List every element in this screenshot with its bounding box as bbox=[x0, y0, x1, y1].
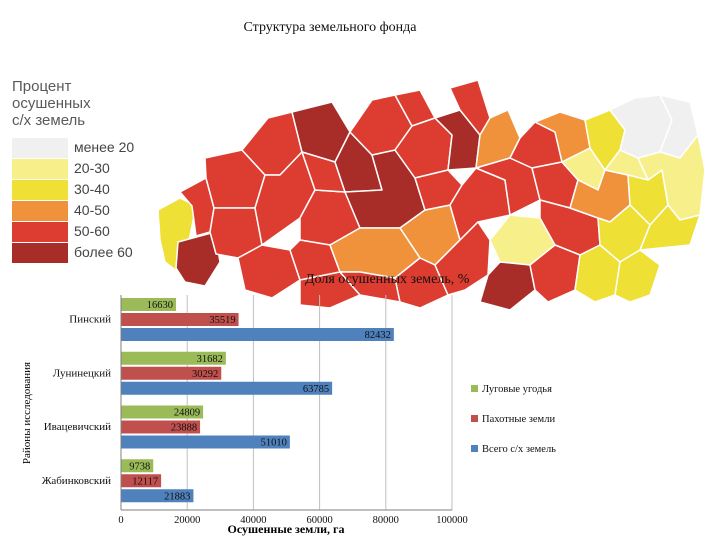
bar bbox=[121, 474, 162, 488]
chart-legend: Луговые угодья Пахотные земли Всего с/х зе… bbox=[471, 384, 556, 455]
legend-swatch bbox=[12, 159, 68, 179]
legend-swatch bbox=[12, 138, 68, 158]
category-label: Лунинецкий bbox=[53, 367, 111, 379]
legend-swatch bbox=[12, 243, 68, 263]
map-svg bbox=[157, 79, 706, 311]
x-axis-label: Осушенные земли, га bbox=[228, 522, 345, 536]
legend-label: Всего с/х земель bbox=[482, 444, 556, 455]
x-tick-label: 60000 bbox=[306, 515, 332, 526]
legend-swatch bbox=[471, 445, 478, 452]
bar-value-label: 35519 bbox=[209, 315, 235, 326]
chart-axes: 0 20000 40000 60000 80000 100000 Пинский Лунине… bbox=[42, 295, 468, 526]
category-label: Жабинковский bbox=[42, 475, 111, 487]
bar-value-label: 9738 bbox=[129, 461, 150, 472]
map-legend-title: Процент осушенных с/х земель bbox=[12, 78, 91, 129]
bar bbox=[121, 328, 394, 341]
legend-swatch bbox=[12, 180, 68, 200]
bar bbox=[121, 381, 333, 395]
chart-grid bbox=[120, 295, 453, 510]
x-tick-label: 80000 bbox=[373, 515, 399, 526]
chart-title: Доля осушенных земель, % bbox=[305, 272, 470, 287]
y-axis-label: Районы исследования bbox=[21, 362, 33, 464]
bar bbox=[121, 351, 226, 365]
page-title: Структура земельного фонда bbox=[243, 20, 417, 35]
map-region bbox=[434, 221, 491, 296]
bar-value-label: 31682 bbox=[197, 354, 223, 365]
legend-swatch bbox=[471, 415, 478, 422]
category-label: Пинский bbox=[69, 314, 111, 326]
bar-value-label: 12117 bbox=[132, 476, 158, 487]
bar-value-label: 16630 bbox=[147, 300, 173, 311]
bar-value-label: 82432 bbox=[365, 330, 391, 341]
legend-swatch bbox=[12, 201, 68, 221]
bar-value-label: 51010 bbox=[261, 438, 287, 449]
bar bbox=[121, 435, 290, 449]
bar bbox=[121, 420, 201, 434]
bar bbox=[121, 405, 204, 419]
map-legend: Процент осушенных с/х земель менее 20 20… bbox=[8, 70, 150, 266]
bar bbox=[121, 459, 154, 473]
bar bbox=[121, 489, 194, 503]
map-region bbox=[299, 271, 361, 309]
bar-chart: 16630 35519 82432 31682 30292 63785 24809 23888… bbox=[21, 295, 556, 536]
legend-label: Луговые угодья bbox=[482, 384, 552, 395]
bar-value-label: 24809 bbox=[174, 408, 200, 419]
map-region bbox=[614, 249, 661, 303]
bar-value-label: 63785 bbox=[303, 384, 329, 395]
bar bbox=[121, 366, 222, 380]
bar-value-label: 23888 bbox=[171, 423, 197, 434]
bar-value-label: 30292 bbox=[192, 369, 218, 380]
bar bbox=[121, 298, 177, 311]
bar-value-label: 21883 bbox=[164, 491, 190, 502]
x-tick-label: 40000 bbox=[240, 515, 266, 526]
region-map bbox=[0, 40, 720, 311]
legend-label: Пахотные земли bbox=[482, 414, 555, 425]
legend-swatch bbox=[471, 385, 478, 392]
category-label: Ивацевичский bbox=[44, 421, 111, 433]
bar bbox=[121, 313, 239, 326]
x-tick-label: 20000 bbox=[174, 515, 200, 526]
x-tick-label: 100000 bbox=[436, 515, 468, 526]
x-tick-label: 0 bbox=[118, 515, 123, 526]
legend-swatch bbox=[12, 222, 68, 242]
chart-bars: 16630 35519 82432 31682 30292 63785 24809 23888… bbox=[121, 298, 394, 503]
